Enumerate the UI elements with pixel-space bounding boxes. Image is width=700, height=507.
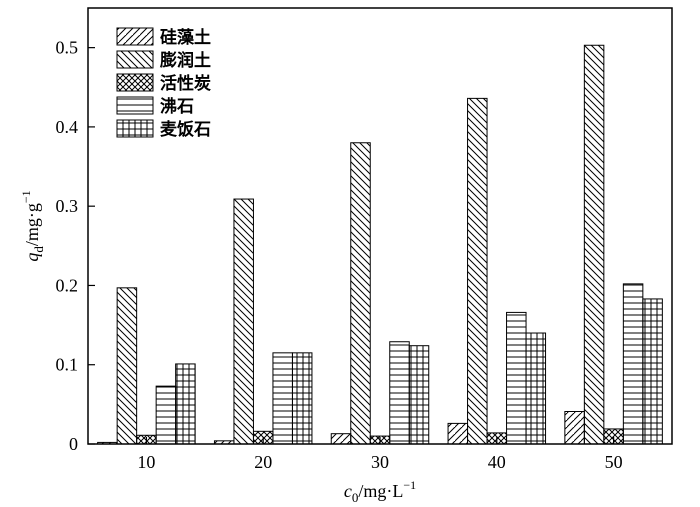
bar-horizontal bbox=[389, 341, 410, 445]
bar-diag-down bbox=[467, 97, 488, 445]
legend-swatch bbox=[116, 27, 154, 46]
y-axis-ticks: 0 0.1 0.2 0.3 0.4 0.5 bbox=[56, 38, 95, 454]
bar-grid bbox=[525, 332, 547, 445]
bar-diag-up bbox=[447, 422, 469, 445]
x-tick-label: 30 bbox=[371, 452, 389, 472]
y-axis-title: qd/mg·g−1 bbox=[19, 190, 46, 261]
legend-swatch bbox=[116, 50, 154, 69]
bar-grid bbox=[642, 298, 663, 445]
y-tick-label: 0.4 bbox=[56, 117, 79, 137]
bar-horizontal bbox=[155, 385, 177, 445]
y-tick-label: 0 bbox=[69, 434, 78, 454]
y-tick-label: 0.5 bbox=[56, 38, 79, 58]
bar-diag-down bbox=[233, 198, 254, 445]
bar-diag-down bbox=[350, 142, 371, 445]
bar-horizontal bbox=[272, 352, 293, 445]
x-axis-ticks: 10 20 30 40 50 bbox=[137, 437, 623, 472]
bar-diag-up bbox=[330, 433, 352, 445]
bar-diag-down bbox=[116, 287, 138, 445]
legend-label: 膨润土 bbox=[160, 50, 211, 71]
x-tick-label: 20 bbox=[254, 452, 272, 472]
legend-label: 活性炭 bbox=[160, 73, 211, 94]
y-tick-label: 0.3 bbox=[56, 196, 79, 216]
x-tick-label: 40 bbox=[488, 452, 506, 472]
bar-grid bbox=[408, 345, 430, 445]
legend-swatch bbox=[116, 96, 154, 115]
bar-horizontal bbox=[506, 311, 527, 445]
legend-label: 麦饭石 bbox=[160, 119, 211, 140]
bar-diag-down bbox=[583, 44, 605, 445]
plot-frame bbox=[87, 7, 673, 445]
bar-grid bbox=[291, 352, 313, 445]
bar-grid bbox=[175, 363, 196, 445]
bar-horizontal bbox=[622, 283, 644, 445]
x-axis-title: c0/mg·L−1 bbox=[344, 478, 416, 505]
y-tick-label: 0.1 bbox=[56, 355, 79, 375]
legend-swatch bbox=[116, 73, 154, 92]
y-tick-label: 0.2 bbox=[56, 275, 79, 295]
x-tick-label: 10 bbox=[137, 452, 155, 472]
legend-label: 硅藻土 bbox=[160, 27, 211, 48]
legend-label: 沸石 bbox=[160, 96, 194, 117]
bar-diag-up bbox=[564, 410, 585, 445]
x-tick-label: 50 bbox=[605, 452, 623, 472]
legend-swatch bbox=[116, 119, 154, 138]
